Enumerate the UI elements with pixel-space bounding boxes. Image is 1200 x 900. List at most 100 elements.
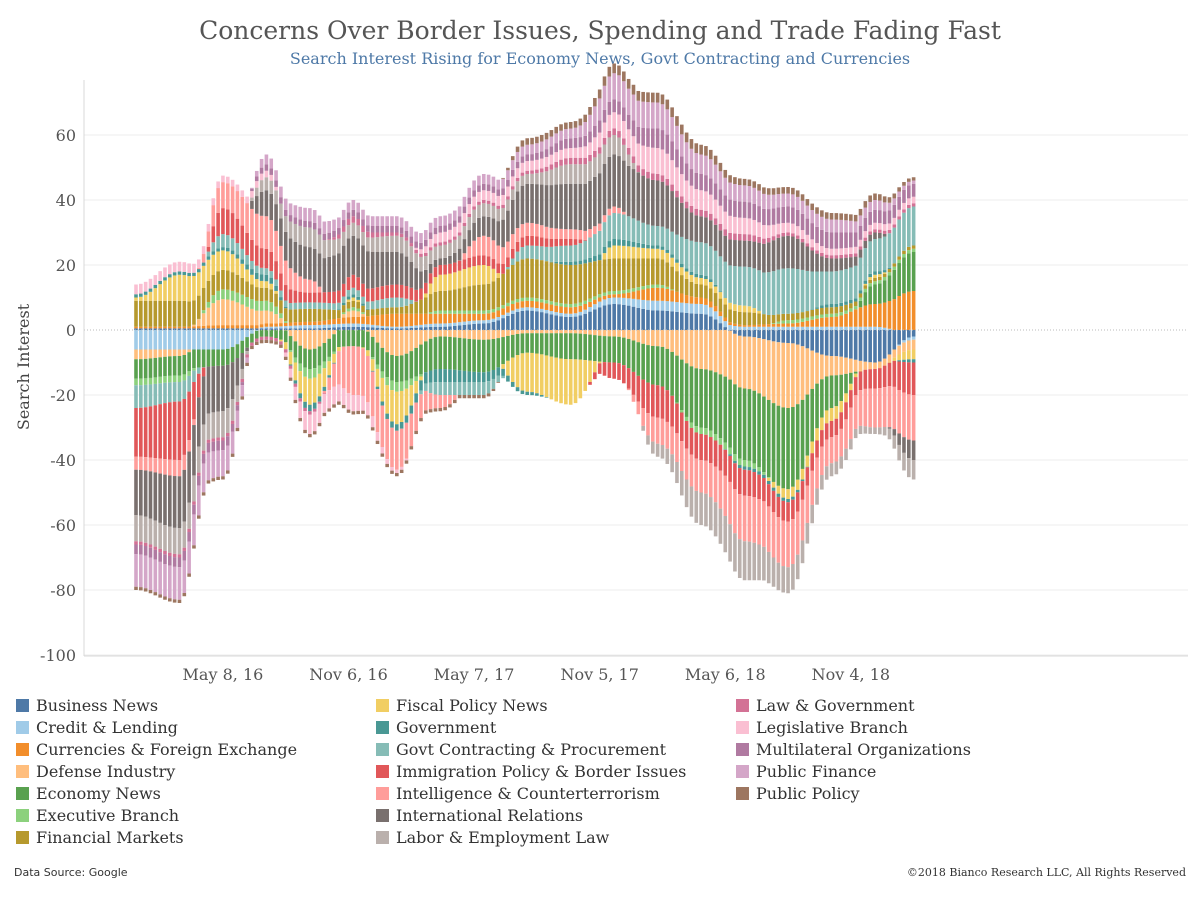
bar-segment	[568, 183, 573, 230]
bar-segment	[810, 316, 814, 320]
y-tick-label: 0	[66, 321, 76, 340]
bar-segment	[317, 422, 322, 427]
bar-segment	[559, 130, 563, 141]
bar-segment	[163, 267, 167, 278]
bar-segment	[824, 307, 829, 314]
bar-segment	[216, 251, 220, 272]
bar-segment	[641, 289, 645, 300]
bar-segment	[520, 390, 525, 395]
bar-segment	[496, 382, 501, 383]
bar-segment	[192, 328, 196, 331]
bar-segment	[907, 340, 911, 351]
bar-segment	[351, 300, 356, 308]
bar-segment	[771, 490, 776, 513]
bar-segment	[733, 330, 737, 334]
bar-segment	[858, 297, 863, 301]
bar-segment	[250, 342, 254, 346]
bar-segment	[491, 259, 496, 269]
bar-segment	[221, 289, 225, 300]
bar-segment	[549, 262, 554, 302]
bar-segment	[786, 320, 790, 324]
bar-segment	[337, 351, 341, 385]
bar-segment	[602, 292, 607, 296]
bar-segment	[467, 324, 472, 330]
bar-segment	[506, 170, 510, 181]
bar-segment	[617, 294, 621, 298]
bar-segment	[409, 325, 414, 328]
bar-segment	[559, 358, 563, 404]
bar-segment	[583, 313, 587, 330]
bar-segment	[713, 155, 718, 165]
bar-segment	[481, 284, 486, 311]
bar-segment	[240, 340, 245, 353]
bar-segment	[655, 284, 660, 288]
bar-segment	[660, 249, 665, 260]
bar-segment	[196, 367, 201, 374]
bar-segment	[452, 310, 457, 314]
bar-segment	[428, 247, 433, 251]
bar-segment	[626, 88, 631, 115]
bar-segment	[651, 245, 655, 249]
bar-segment	[298, 401, 303, 419]
bar-segment	[259, 274, 264, 281]
legend-label: Legislative Branch	[756, 717, 908, 737]
bar-segment	[308, 208, 312, 222]
bar-segment	[254, 181, 259, 188]
bar-segment	[182, 300, 187, 327]
bar-segment	[747, 496, 752, 542]
bar-segment	[791, 486, 795, 497]
y-tick-label: 20	[56, 256, 76, 275]
bar-segment	[312, 248, 317, 282]
bar-segment	[868, 283, 872, 287]
bar-segment	[525, 138, 530, 145]
bar-segment	[520, 185, 525, 225]
bar-segment	[641, 175, 645, 223]
bar-segment	[766, 330, 771, 341]
bar-segment	[636, 342, 641, 376]
bar-segment	[308, 302, 312, 309]
bar-segment	[283, 231, 288, 261]
bar-segment	[139, 330, 143, 350]
bar-segment	[646, 288, 650, 301]
bar-segment	[583, 230, 587, 240]
bar-segment	[752, 312, 757, 325]
bar-segment	[607, 336, 612, 363]
bar-segment	[375, 232, 380, 238]
bar-segment	[694, 368, 699, 427]
bar-segment	[612, 73, 616, 100]
bar-segment	[250, 325, 254, 329]
y-tick-label: -100	[40, 646, 76, 665]
bar-segment	[713, 224, 718, 251]
bar-segment	[520, 307, 525, 311]
bar-segment	[486, 319, 491, 324]
bar-segment	[737, 465, 742, 469]
bar-segment	[752, 472, 757, 498]
bar-segment	[597, 120, 602, 133]
bar-segment	[153, 592, 158, 596]
bar-segment	[708, 288, 713, 302]
bar-segment	[742, 201, 747, 218]
bar-segment	[134, 385, 138, 408]
bar-segment	[264, 339, 269, 343]
bar-segment	[853, 253, 858, 257]
bar-segment	[762, 472, 766, 475]
bar-segment	[409, 330, 414, 352]
bar-segment	[409, 287, 414, 300]
bar-segment	[631, 162, 636, 170]
bar-segment	[535, 159, 539, 170]
bar-segment	[254, 213, 259, 246]
bar-segment	[902, 253, 906, 258]
bar-segment	[742, 305, 747, 313]
bar-segment	[897, 196, 901, 210]
bar-segment	[424, 256, 428, 270]
bar-segment	[863, 217, 868, 232]
bar-segment	[747, 186, 752, 203]
bar-segment	[501, 204, 505, 208]
bar-segment	[737, 233, 742, 241]
bar-segment	[192, 501, 196, 505]
bar-segment	[911, 180, 916, 184]
bar-segment	[269, 302, 274, 312]
y-tick-label: -60	[50, 516, 76, 535]
bar-segment	[274, 341, 278, 345]
bar-segment	[341, 326, 346, 330]
